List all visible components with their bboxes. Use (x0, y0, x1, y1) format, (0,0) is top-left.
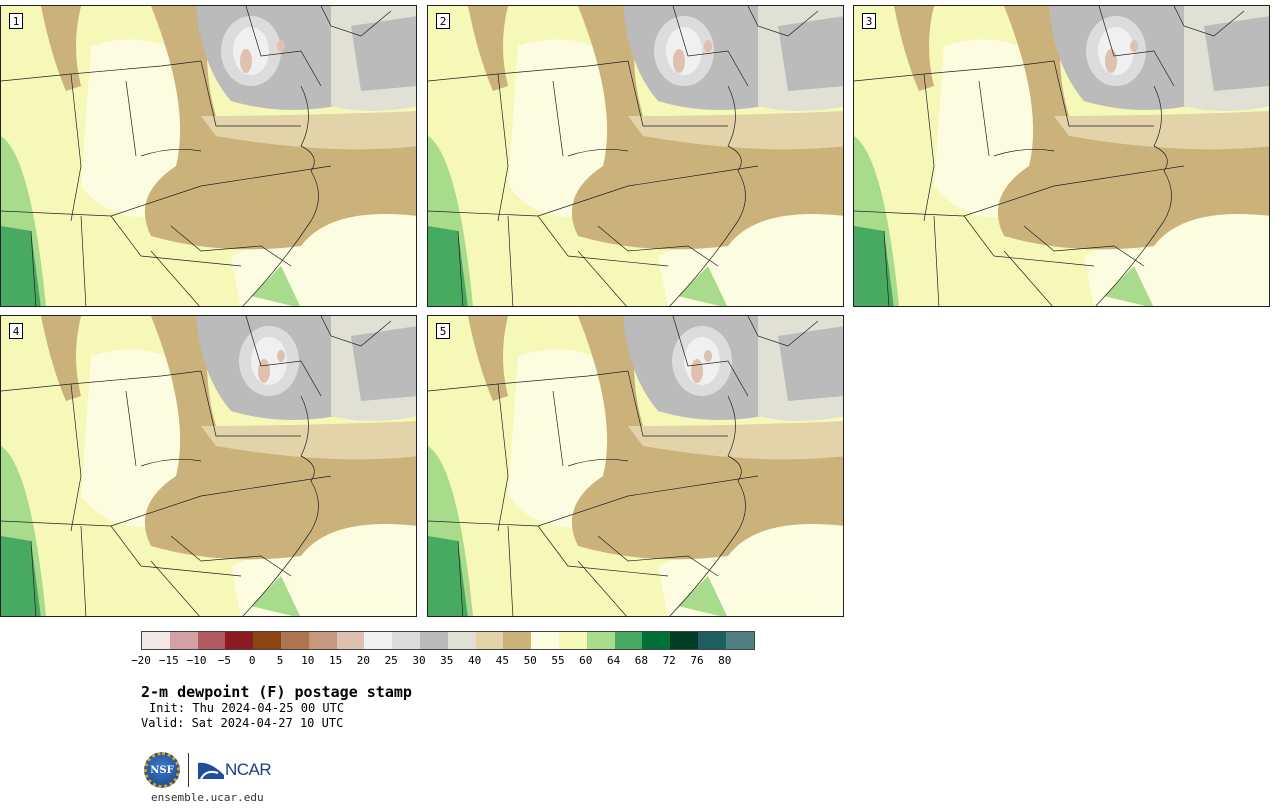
ncar-logo-text: NCAR (225, 760, 272, 779)
colorbar-tick-label: 45 (495, 654, 510, 667)
colorbar-tick-label: 60 (579, 654, 593, 667)
colorbar-swatch (475, 632, 504, 649)
colorbar-swatch (447, 632, 476, 649)
map-panel-3: 3 (853, 5, 1270, 307)
colorbar-tick-label: 72 (662, 654, 676, 667)
colorbar-tick-label: 50 (523, 654, 537, 667)
colorbar-swatch (558, 632, 587, 649)
colorbar-tick-label: 5 (276, 654, 284, 667)
valid-time: Valid: Sat 2024-04-27 10 UTC (141, 716, 344, 730)
dewpoint-map-4 (1, 316, 416, 616)
nsf-logo: NSF (144, 752, 180, 788)
colorbar-swatch (614, 632, 643, 649)
dewpoint-map-3 (854, 6, 1269, 306)
init-time: Init: Thu 2024-04-25 00 UTC (149, 701, 345, 715)
panel-label: 3 (862, 13, 876, 29)
colorbar-tick-label: 68 (634, 654, 649, 667)
colorbar-tick-label: 25 (384, 654, 398, 667)
colorbar-tick-label: 35 (440, 654, 454, 667)
colorbar-swatch (586, 632, 615, 649)
colorbar-tick-label: 20 (356, 654, 371, 667)
colorbar-swatch (169, 632, 198, 649)
colorbar-swatch (670, 632, 698, 649)
logo-divider (188, 753, 189, 787)
ncar-mark-icon (198, 762, 224, 779)
colorbar-tick-label: 0 (248, 654, 256, 667)
colorbar-swatch (419, 632, 448, 649)
colorbar-tick-label: 76 (690, 654, 704, 667)
map-panel-2: 2 (427, 5, 844, 307)
colorbar-tick-label: 80 (718, 654, 732, 667)
colorbar-swatch (142, 632, 170, 649)
colorbar-swatch (364, 632, 393, 649)
colorbar-swatch (642, 632, 671, 649)
logo-bar: NSF NCAR (144, 750, 272, 790)
colorbar-swatch (503, 632, 532, 649)
colorbar-tick-label: −10 (186, 654, 207, 667)
colorbar-swatch (725, 632, 754, 649)
panel-label: 4 (9, 323, 23, 339)
colorbar (141, 631, 755, 650)
map-panel-5: 5 (427, 315, 844, 617)
panel-label: 5 (436, 323, 450, 339)
colorbar-swatch (531, 632, 559, 649)
colorbar-swatch (308, 632, 337, 649)
colorbar-swatch (336, 632, 365, 649)
colorbar-swatch (697, 632, 726, 649)
map-panel-1: 1 (0, 5, 417, 307)
colorbar-swatch (225, 632, 254, 649)
dewpoint-map-2 (428, 6, 843, 306)
panel-label: 1 (9, 13, 23, 29)
site-url: ensemble.ucar.edu (151, 791, 264, 804)
colorbar-tick-label: 30 (412, 654, 426, 667)
colorbar-swatch (197, 632, 226, 649)
dewpoint-map-1 (1, 6, 416, 306)
ncar-logo: NCAR (198, 760, 272, 780)
colorbar-tick-label: −20 (131, 654, 151, 667)
colorbar-swatch (392, 632, 420, 649)
colorbar-tick-label: −15 (158, 654, 179, 667)
colorbar-tick-label: −5 (217, 654, 232, 667)
colorbar-tick-label: 10 (301, 654, 315, 667)
dewpoint-map-5 (428, 316, 843, 616)
map-panel-4: 4 (0, 315, 417, 617)
panel-label: 2 (436, 13, 450, 29)
colorbar-swatch (253, 632, 281, 649)
colorbar-tick-label: 64 (606, 654, 621, 667)
colorbar-tick-label: 55 (551, 654, 565, 667)
colorbar-tick-label: 40 (467, 654, 482, 667)
colorbar-tick-label: 15 (328, 654, 343, 667)
page-title: 2-m dewpoint (F) postage stamp (141, 683, 412, 701)
colorbar-swatch (280, 632, 309, 649)
